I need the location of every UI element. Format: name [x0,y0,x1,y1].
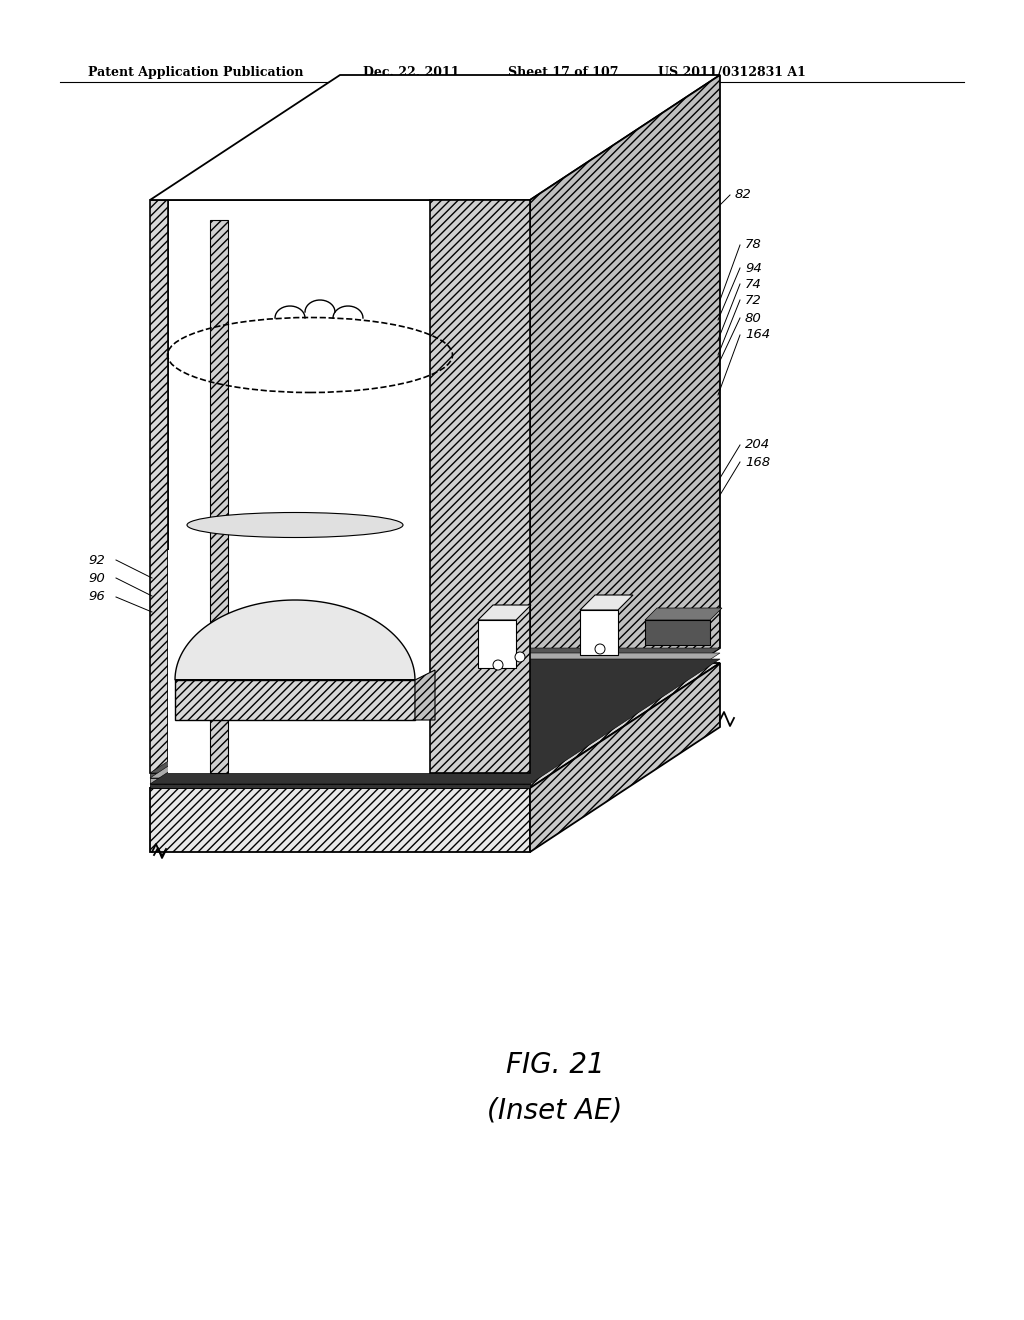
Polygon shape [645,609,722,620]
Ellipse shape [187,512,403,537]
Polygon shape [150,774,530,777]
Polygon shape [150,201,168,774]
Polygon shape [150,663,720,788]
Text: (Inset AE): (Inset AE) [487,1096,623,1125]
Text: 92: 92 [88,553,104,566]
Text: US 2011/0312831 A1: US 2011/0312831 A1 [658,66,806,79]
Polygon shape [150,75,720,201]
Polygon shape [150,777,530,784]
Text: 96: 96 [88,590,104,603]
Circle shape [595,644,605,653]
Polygon shape [150,659,720,784]
Polygon shape [168,201,530,774]
Polygon shape [150,788,530,851]
Text: FIG. 21: FIG. 21 [506,1051,604,1078]
Text: 78: 78 [745,239,762,252]
Text: 90: 90 [88,572,104,585]
Circle shape [515,652,525,663]
Polygon shape [478,605,531,620]
Polygon shape [175,680,415,719]
Text: Dec. 22, 2011: Dec. 22, 2011 [362,66,460,79]
Polygon shape [478,620,516,668]
Circle shape [493,660,503,671]
Polygon shape [530,75,720,774]
Text: ~84~: ~84~ [175,693,216,708]
Polygon shape [430,201,530,774]
Polygon shape [168,550,430,774]
Text: Patent Application Publication: Patent Application Publication [88,66,303,79]
Text: 204: 204 [745,438,770,451]
Text: 80: 80 [745,312,762,325]
Polygon shape [150,648,720,774]
Polygon shape [415,671,435,719]
Text: 74: 74 [745,277,762,290]
Text: ~54~: ~54~ [257,383,302,397]
Polygon shape [175,601,415,680]
Polygon shape [150,784,530,788]
Polygon shape [150,653,720,777]
Polygon shape [210,220,228,774]
Polygon shape [580,595,633,610]
Text: ~94~: ~94~ [310,483,351,498]
Text: 122~: 122~ [270,334,306,346]
Text: 72: 72 [745,293,762,306]
Text: 164: 164 [745,329,770,342]
Polygon shape [530,663,720,851]
Polygon shape [580,610,618,655]
Text: Sheet 17 of 107: Sheet 17 of 107 [508,66,618,79]
Text: 168: 168 [745,455,770,469]
Text: 82: 82 [735,189,752,202]
Text: 94: 94 [745,261,762,275]
Polygon shape [645,620,710,645]
